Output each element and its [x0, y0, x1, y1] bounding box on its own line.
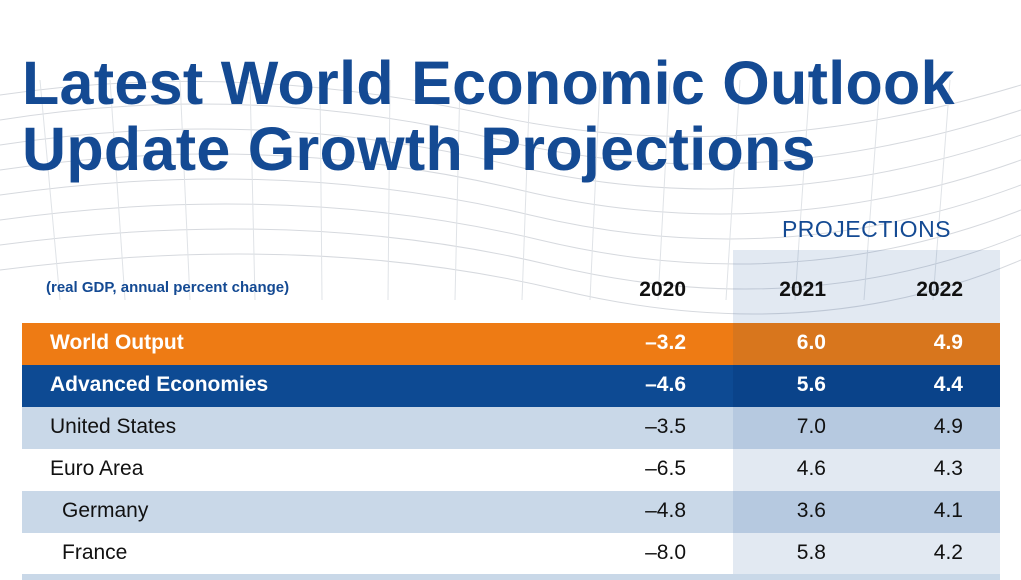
projection-shade — [733, 407, 1000, 449]
table-row-next-partial — [22, 574, 1000, 580]
projection-shade — [733, 365, 1000, 407]
page-title: Latest World Economic Outlook Update Gro… — [22, 50, 955, 182]
projections-label: PROJECTIONS — [781, 216, 952, 242]
value-2020: –6.5 — [645, 457, 686, 480]
column-header-2020: 2020 — [639, 278, 686, 301]
table-row-world-output: World Output –3.2 6.0 4.9 — [22, 323, 1000, 365]
background-mesh — [0, 79, 1021, 315]
value-2022: 4.9 — [933, 331, 963, 354]
column-header-2022: 2022 — [916, 278, 963, 301]
value-2020: –3.2 — [645, 331, 686, 354]
value-2022: 4.3 — [933, 457, 963, 480]
projection-shade — [733, 323, 1000, 365]
title-line-2: Update Growth Projections — [22, 115, 816, 183]
row-label: Advanced Economies — [50, 373, 269, 396]
row-label: France — [62, 541, 128, 564]
table-row-united-states: United States –3.5 7.0 4.9 — [22, 407, 1000, 449]
column-header-2021: 2021 — [779, 278, 826, 301]
row-label: Germany — [62, 499, 149, 522]
row-label: World Output — [50, 331, 184, 354]
value-2022: 4.9 — [933, 415, 963, 438]
table-row-euro-area: Euro Area –6.5 4.6 4.3 — [22, 449, 1000, 491]
value-2021: 7.0 — [796, 415, 826, 438]
value-2021: 5.8 — [796, 541, 826, 564]
value-2022: 4.4 — [933, 373, 963, 396]
table-row-france: France –8.0 5.8 4.2 — [22, 533, 1000, 575]
table-row-germany: Germany –4.8 3.6 4.1 — [22, 491, 1000, 533]
title-line-1: Latest World Economic Outlook — [22, 49, 955, 117]
value-2021: 3.6 — [796, 499, 826, 522]
value-2020: –4.8 — [645, 499, 686, 522]
value-2020: –3.5 — [645, 415, 686, 438]
row-label: Euro Area — [50, 457, 144, 480]
table-row-advanced-economies: Advanced Economies –4.6 5.6 4.4 — [22, 365, 1000, 407]
value-2021: 6.0 — [796, 331, 826, 354]
value-2021: 4.6 — [796, 457, 826, 480]
projection-shade — [733, 491, 1000, 533]
value-2022: 4.1 — [933, 499, 963, 522]
value-2022: 4.2 — [933, 541, 963, 564]
table-subtitle: (real GDP, annual percent change) — [46, 279, 290, 296]
value-2020: –8.0 — [645, 541, 686, 564]
value-2020: –4.6 — [645, 373, 686, 396]
value-2021: 5.6 — [796, 373, 826, 396]
row-label: United States — [50, 415, 177, 438]
